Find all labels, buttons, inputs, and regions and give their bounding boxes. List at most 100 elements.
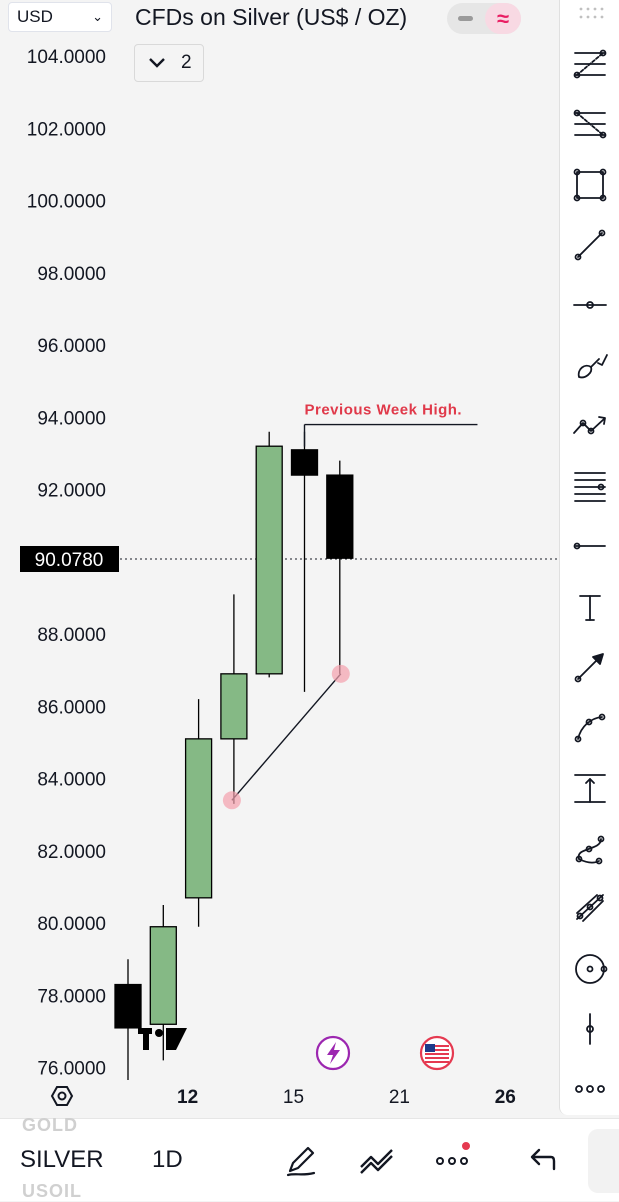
pen-icon[interactable]	[280, 1139, 322, 1181]
more-dots-icon[interactable]	[432, 1139, 474, 1181]
candle-body	[184, 738, 213, 899]
timeframe-button[interactable]: 1D	[152, 1146, 183, 1173]
y-tick-label: 102.0000	[27, 119, 106, 140]
y-tick-label: 104.0000	[27, 47, 106, 68]
flag-canton	[425, 1044, 435, 1052]
rectangle-tool[interactable]	[568, 163, 612, 207]
symbol-button[interactable]: SILVER	[20, 1146, 104, 1173]
bottom-bar: GOLD SILVER USOIL 1D	[0, 1115, 619, 1201]
collapse-button[interactable]: 2	[134, 44, 204, 82]
spline-tool[interactable]	[568, 826, 612, 870]
settings-icon[interactable]	[50, 1086, 74, 1106]
spline-icon	[575, 835, 605, 865]
candle-body	[149, 926, 177, 1025]
symbol-prev[interactable]: GOLD	[22, 1115, 78, 1135]
y-tick-label: 98.0000	[37, 264, 106, 285]
y-tick-label: 82.0000	[37, 842, 106, 863]
candle-body	[290, 449, 319, 476]
trend-line-tool[interactable]	[568, 223, 612, 267]
curve-icon	[574, 713, 606, 743]
trend-line-handle	[331, 664, 350, 683]
indicators-icon[interactable]	[356, 1139, 398, 1181]
circle-tool[interactable]	[568, 947, 612, 991]
price-range-tool[interactable]	[568, 766, 612, 810]
brush-tool[interactable]	[568, 344, 612, 388]
flag-stripe	[425, 1053, 449, 1055]
flag-stripe	[425, 1045, 449, 1047]
trend-line	[231, 673, 342, 801]
chevron-down-icon: ⌄	[92, 9, 103, 24]
circle-icon	[575, 953, 608, 984]
last-price-label: 90.0780	[35, 550, 104, 571]
horizontal-ray-icon	[573, 301, 607, 310]
side-panel-handle[interactable]	[588, 1129, 619, 1193]
regression-icon	[576, 894, 604, 923]
y-tick-label: 88.0000	[37, 625, 106, 646]
minus-icon	[458, 16, 473, 21]
candle-body	[326, 474, 354, 559]
chevron-down-icon	[149, 58, 165, 68]
y-tick-label: 76.0000	[37, 1059, 106, 1080]
chart-title: CFDs on Silver (US$ / OZ)	[135, 4, 408, 30]
drawing-toolbar	[559, 0, 619, 1115]
curve-tool[interactable]	[568, 705, 612, 749]
x-tick-label: 12	[177, 1087, 198, 1108]
trend-line-icon	[574, 229, 606, 261]
x-tick-label: 26	[495, 1087, 516, 1108]
parallel-lines-icon	[574, 472, 606, 502]
candle-body	[114, 983, 142, 1029]
lightning-glyph	[327, 1042, 340, 1064]
path-icon	[573, 415, 606, 435]
last-price-badge	[20, 546, 119, 573]
y-tick-label: 96.0000	[37, 336, 106, 357]
y-tick-label: 80.0000	[37, 914, 106, 935]
arrow-tool[interactable]	[568, 645, 612, 689]
more-icon	[575, 1085, 605, 1093]
flag-stripe	[425, 1057, 449, 1059]
symbol-next[interactable]: USOIL	[22, 1181, 83, 1201]
candle-body	[220, 673, 248, 740]
text-tool[interactable]	[568, 585, 612, 629]
currency-value: USD	[17, 7, 53, 26]
flag-stripe	[425, 1049, 449, 1051]
x-tick-label: 15	[283, 1087, 304, 1108]
currency-select[interactable]: USD ⌄	[8, 2, 112, 32]
flag-stripe	[425, 1061, 449, 1063]
rectangle-icon	[573, 168, 607, 201]
text-icon	[579, 594, 601, 621]
price-range-icon	[574, 773, 606, 803]
path-tool[interactable]	[568, 404, 612, 448]
y-tick-label: 100.0000	[27, 192, 106, 213]
top-bar: USD ⌄ CFDs on Silver (US$ / OZ) ≈	[0, 0, 560, 40]
fib-extension-tool[interactable]	[568, 102, 612, 146]
cross-line-icon	[586, 1012, 594, 1045]
horizontal-ray-tool[interactable]	[568, 283, 612, 327]
y-tick-label: 92.0000	[37, 481, 106, 502]
horizontal-line-tool[interactable]	[568, 524, 612, 568]
candle-body	[255, 445, 283, 675]
fib-retracement-tool[interactable]	[568, 42, 612, 86]
regression-tool[interactable]	[568, 886, 612, 930]
horizontal-line-icon	[573, 542, 606, 550]
x-tick-label: 21	[389, 1087, 410, 1108]
prev-week-high-label: Previous Week High.	[305, 402, 463, 419]
undo-icon[interactable]	[521, 1139, 563, 1181]
settings-icon-dot	[57, 1091, 67, 1101]
drag-handle-icon[interactable]	[578, 6, 604, 20]
indicator-count: 2	[181, 52, 192, 73]
tradingview-logo	[138, 1028, 187, 1050]
y-tick-label: 78.0000	[37, 986, 106, 1007]
y-tick-label: 94.0000	[37, 408, 106, 429]
parallel-lines-tool[interactable]	[568, 464, 612, 508]
y-tick-label: 86.0000	[37, 697, 106, 718]
arrow-icon	[574, 653, 604, 683]
y-tick-label: 84.0000	[37, 770, 106, 791]
fib-retracement-icon	[573, 49, 607, 79]
trend-line-handle	[222, 791, 241, 810]
chart-mode-toggle[interactable]: ≈	[447, 3, 521, 34]
more-tool[interactable]	[568, 1067, 612, 1111]
fib-extension-icon	[573, 109, 607, 139]
approx-icon: ≈	[485, 3, 521, 34]
cross-line-tool[interactable]	[568, 1007, 612, 1051]
